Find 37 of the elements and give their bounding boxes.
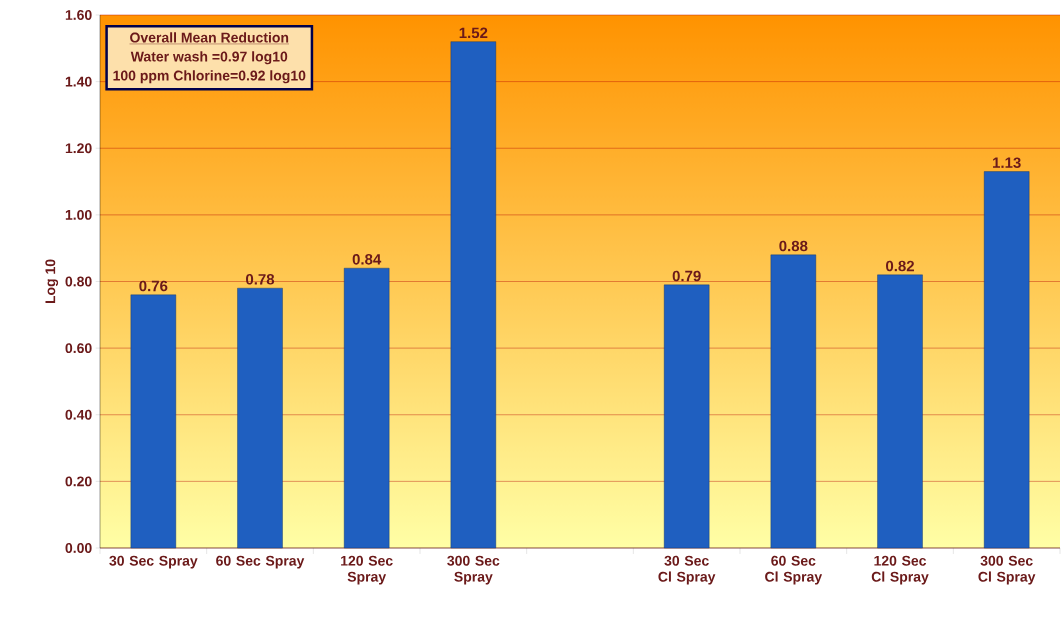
annotation: 100 ppm Chlorine=0.92 log10 <box>113 70 306 84</box>
data-label: 0.79 <box>672 270 701 282</box>
bar <box>983 171 1030 549</box>
y-tick-label: 1.00 <box>65 209 92 220</box>
y-tick-label: 0.80 <box>65 276 92 287</box>
y-tick-label: 0.60 <box>65 343 92 354</box>
bar <box>663 284 710 549</box>
bar <box>877 274 923 549</box>
bar <box>450 41 497 549</box>
y-tick-label: 1.20 <box>65 143 92 154</box>
bar <box>237 287 283 549</box>
annotation: Water wash =0.97 log10 <box>130 51 288 65</box>
data-label: 0.88 <box>779 240 808 252</box>
y-axis-title: Log 10 <box>45 259 59 304</box>
x-tick-label: 300 Sec Spray <box>447 555 500 585</box>
data-label: 1.52 <box>459 27 488 39</box>
bar <box>770 254 817 549</box>
annotation: Overall Mean Reduction <box>130 32 289 43</box>
bar <box>343 267 390 549</box>
data-label: 0.76 <box>139 280 168 292</box>
x-tick-label: 120 Sec Cl Spray <box>871 555 929 585</box>
y-tick-label: 1.40 <box>65 76 92 87</box>
x-tick-label: 60 Sec Cl Spray <box>765 555 823 585</box>
x-tick-label: 120 Sec Spray <box>341 555 393 585</box>
x-tick-label: 60 Sec Spray <box>216 555 305 569</box>
x-tick-label: 30 Sec Spray <box>109 555 198 569</box>
x-tick-label: 30 Sec Cl Spray <box>658 555 716 585</box>
y-tick-label: 0.20 <box>65 476 92 487</box>
y-tick-label: 0.40 <box>65 409 92 420</box>
data-label: 0.78 <box>246 274 275 285</box>
y-tick-label: 0.00 <box>65 543 92 553</box>
y-tick-label: 1.60 <box>65 10 92 20</box>
x-tick-label: 300 Sec Cl Spray <box>978 555 1036 585</box>
data-label: 0.84 <box>352 254 382 265</box>
data-label: 0.82 <box>886 260 914 272</box>
data-label: 1.13 <box>993 157 1021 169</box>
bar <box>130 294 177 549</box>
